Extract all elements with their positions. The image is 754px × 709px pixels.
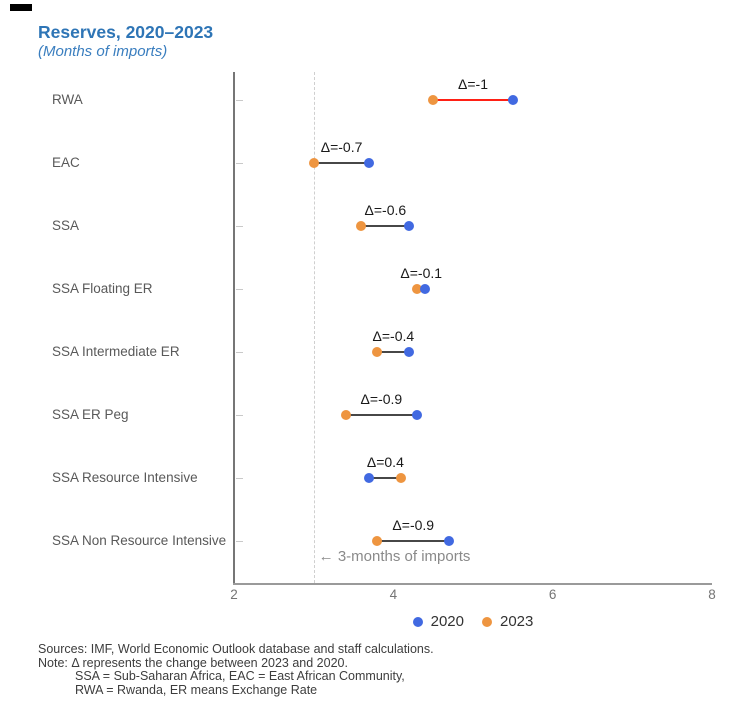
- x-tick-label: 2: [230, 587, 238, 602]
- category-label: EAC: [52, 155, 80, 170]
- category-label: SSA Resource Intensive: [52, 470, 198, 485]
- axis-row-tick: [236, 226, 243, 227]
- connector-line: [433, 99, 513, 101]
- abbreviation-line-1: SSA = Sub-Saharan Africa, EAC = East Afr…: [75, 669, 405, 683]
- connector-line: [377, 351, 410, 353]
- axis-row-tick: [236, 289, 243, 290]
- dot-2023: [308, 158, 319, 168]
- connector-line: [313, 162, 370, 164]
- delta-label: Δ=0.4: [366, 454, 404, 470]
- legend-item-2020: 2020: [412, 613, 464, 630]
- category-label: RWA: [52, 92, 83, 107]
- dot-2023: [396, 473, 407, 483]
- delta-label: Δ=-0.4: [372, 328, 415, 344]
- dot-2020: [412, 410, 423, 420]
- connector-line: [369, 477, 402, 479]
- x-axis-line: [233, 583, 712, 585]
- delta-label: Δ=-1: [458, 76, 488, 92]
- dot-2020: [364, 158, 375, 168]
- dot-2023: [356, 221, 367, 231]
- reference-dashed-line: [313, 72, 315, 583]
- legend-label-2020: 2020: [430, 613, 464, 630]
- delta-label: Δ=-0.1: [400, 265, 443, 281]
- chart-subtitle: (Months of imports): [38, 43, 168, 60]
- axis-row-tick: [236, 541, 243, 542]
- dot-2020: [404, 221, 415, 231]
- legend: 2020 2023: [234, 613, 712, 630]
- dot-2023: [428, 95, 439, 105]
- dot-2020: [444, 536, 455, 546]
- dot-2023: [372, 347, 383, 357]
- connector-line: [345, 414, 418, 416]
- legend-dot-2023: [482, 616, 492, 627]
- dot-2023: [412, 284, 423, 294]
- axis-row-tick: [236, 478, 243, 479]
- axis-row-tick: [236, 163, 243, 164]
- dot-2023: [372, 536, 383, 546]
- abbreviation-line-2: RWA = Rwanda, ER means Exchange Rate: [75, 682, 318, 697]
- x-tick-label: 8: [708, 587, 716, 602]
- legend-item-2023: 2023: [482, 613, 533, 630]
- y-axis-line: [233, 72, 235, 583]
- x-tick-label: 4: [389, 587, 398, 602]
- category-label: SSA Floating ER: [52, 281, 153, 296]
- dot-2020: [507, 95, 518, 105]
- axis-row-tick: [236, 352, 243, 353]
- axis-row-tick: [236, 100, 243, 101]
- delta-label: Δ=-0.7: [320, 139, 363, 155]
- axis-row-tick: [236, 415, 243, 416]
- chart-title: Reserves, 2020–2023: [38, 22, 214, 42]
- category-label: SSA Intermediate ER: [52, 344, 180, 359]
- legend-label-2023: 2023: [500, 613, 534, 630]
- dot-2023: [340, 410, 351, 420]
- category-label: SSA ER Peg: [52, 407, 129, 422]
- delta-label: Δ=-0.9: [392, 517, 435, 533]
- reference-line-label: ← 3-months of imports: [318, 548, 471, 565]
- top-left-mark: [10, 4, 32, 11]
- legend-dot-2020: [412, 616, 423, 627]
- dot-2020: [404, 347, 415, 357]
- note-line: Note: Δ represents the change between 20…: [38, 655, 348, 670]
- dot-2020: [420, 284, 431, 294]
- connector-line: [361, 225, 410, 227]
- x-tick-label: 6: [548, 587, 557, 602]
- category-label: SSA: [52, 218, 80, 233]
- sources-line: Sources: IMF, World Economic Outlook dat…: [38, 642, 434, 656]
- title-block: Reserves, 2020–2023 (Months of imports): [38, 22, 213, 61]
- delta-label: Δ=-0.6: [364, 202, 407, 218]
- source-notes: Sources: IMF, World Economic Outlook dat…: [38, 642, 434, 697]
- category-label: SSA Non Resource Intensive: [52, 533, 227, 548]
- delta-label: Δ=-0.9: [360, 391, 403, 407]
- dot-2020: [364, 473, 375, 483]
- connector-line: [377, 540, 450, 542]
